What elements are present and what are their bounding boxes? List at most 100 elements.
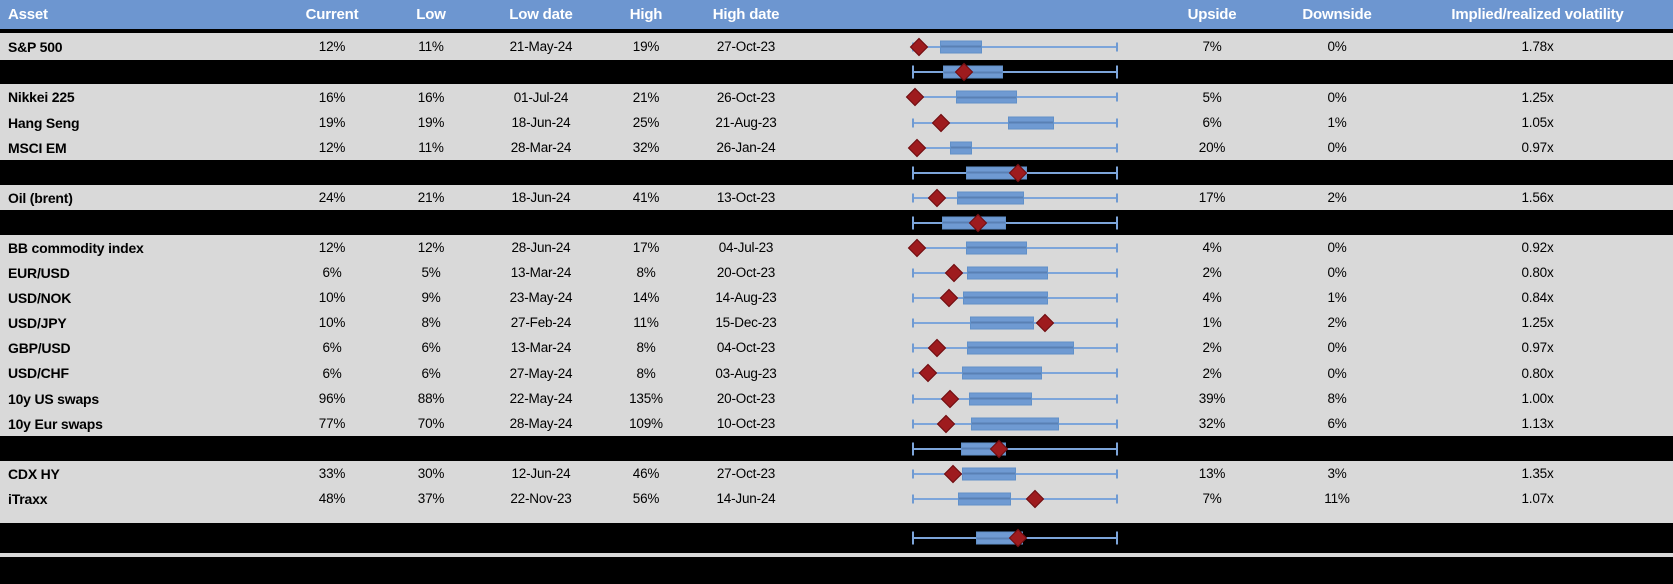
low-cell: 70% [417,416,445,431]
high-cell: 19% [632,39,660,54]
downside-cell: 3% [1327,466,1347,481]
low-date-cell: 18-Jun-24 [511,190,571,205]
asset-cell: 10y US swaps [8,390,99,407]
high-date-cell: 20-Oct-23 [716,265,776,280]
downside-cell: 0% [1327,340,1347,355]
low-cell: 8% [421,315,441,330]
upside-cell: 2% [1202,365,1222,381]
low-date-cell: 18-Jun-24 [511,115,571,130]
iqr-box [955,90,1018,104]
upside-cell: 39% [1198,391,1226,406]
table-row: 10y US swaps 96% 88% 22-May-24 135% 20-Oct-23… [0,386,1673,411]
table-row: CDX HY 33% 30% 12-Jun-24 46% 27-Oct-23 13% 3% 1.… [0,461,1673,486]
high-date-cell: 15-Dec-23 [715,315,777,330]
whisker-cap-left [912,368,914,378]
whisker-cap-right [1116,143,1118,152]
whisker-cap-left [912,442,914,455]
vol-ratio-cell: 1.13x [1521,416,1554,431]
low-cell: 11% [418,140,444,155]
high-cell: 32% [632,140,660,155]
high-date-cell: 04-Jul-23 [718,240,774,255]
table-row: USD/CHF 6% 6% 27-May-24 8% 03-Aug-23 2% 0% 0.80x [0,360,1673,386]
range-plot-cell [796,260,1152,285]
upside-cell: 20% [1198,140,1226,155]
separator-chart-row [0,210,1673,235]
current-marker-diamond [931,113,950,132]
current-marker-diamond [940,389,959,408]
whisker-cap-right [1116,442,1118,455]
high-date-cell: 13-Oct-23 [716,190,776,205]
low-cell: 6% [421,340,441,355]
range-plot [912,60,1118,84]
current-marker-diamond [905,87,925,107]
iqr-midline [961,447,1005,450]
table-row: MSCI EM 12% 11% 28-Mar-24 32% 26-Jan-24 20% 0% 0… [0,135,1673,160]
iqr-midline [970,397,1032,400]
range-plot [912,335,1118,360]
iqr-box [949,141,973,154]
upside-cell: 13% [1198,466,1226,481]
whisker-line [913,447,1117,450]
iqr-box [970,316,1035,329]
low-date-cell: 01-Jul-24 [513,89,569,105]
range-plot-cell [796,110,1152,135]
header-current: Current [305,6,359,23]
iqr-box [939,40,983,53]
current-cell: 33% [318,466,346,481]
whisker-line [913,497,1117,500]
iqr-midline [977,537,1023,539]
header-asset: Asset [8,6,48,23]
high-date-cell: 26-Jan-24 [716,140,776,155]
table-row: 10y Eur swaps 77% 70% 28-May-24 109% 10-Oct-2… [0,411,1673,436]
low-cell: 37% [417,491,445,506]
low-cell: 88% [417,391,445,406]
asset-cell: USD/JPY [8,314,67,331]
whisker-cap-left [912,166,914,179]
whisker-cap-left [912,394,914,403]
iqr-midline [940,45,982,48]
range-plot [912,461,1118,486]
vol-ratio-cell: 0.92x [1521,240,1554,255]
current-cell: 77% [318,416,346,431]
current-cell: 6% [322,265,342,280]
current-marker-diamond [909,37,929,56]
vol-ratio-cell: 1.07x [1521,491,1554,506]
current-cell: 6% [322,340,342,355]
whisker-line [913,45,1117,48]
iqr-box [961,366,1042,380]
current-cell: 96% [318,391,346,406]
table-row: Oil (brent) 24% 21% 18-Jun-24 41% 13-Oct-23 17… [0,185,1673,210]
asset-cell: Hang Seng [8,114,80,131]
iqr-box [966,241,1028,254]
current-cell: 10% [318,315,346,330]
whisker-cap-right [1116,193,1118,202]
low-cell: 30% [417,466,445,481]
table-row: USD/JPY 10% 8% 27-Feb-24 11% 15-Dec-23 1% 2% 1.2… [0,310,1673,335]
high-cell: 41% [632,190,660,205]
vol-ratio-cell: 1.05x [1521,115,1554,130]
whisker-cap-right [1116,92,1118,102]
iqr-box [957,492,1011,505]
low-date-cell: 12-Jun-24 [511,466,571,481]
iqr-box [967,266,1048,279]
current-marker-diamond [907,238,927,257]
spacer-row [0,553,1673,557]
downside-cell: 2% [1327,315,1347,330]
vol-ratio-cell: 0.97x [1521,340,1554,355]
iqr-midline [972,422,1058,425]
vol-ratio-cell: 1.78x [1521,39,1554,54]
current-marker-diamond [928,338,947,357]
iqr-midline [962,472,1015,475]
range-plot [912,310,1118,335]
upside-cell: 6% [1202,115,1222,130]
upside-cell: 32% [1198,416,1226,431]
iqr-midline [950,146,972,149]
current-cell: 48% [318,491,346,506]
low-cell: 5% [421,265,441,280]
iqr-midline [962,372,1041,374]
range-plot [909,33,1118,60]
table-header-row: Asset Current Low Low date High High dat… [0,0,1673,29]
low-date-cell: 13-Mar-24 [510,340,572,355]
separator-row [0,557,1673,584]
iqr-midline [957,196,1024,199]
